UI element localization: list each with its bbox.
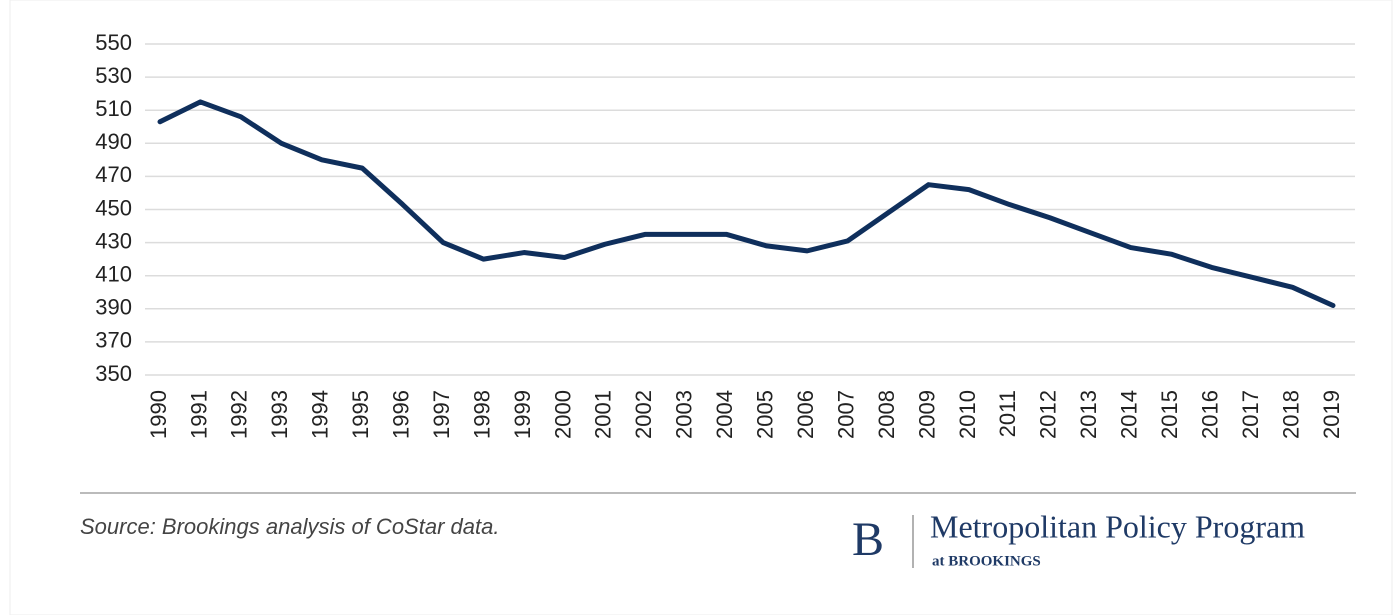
x-tick-label: 2000 <box>550 390 575 439</box>
x-tick-label: 2005 <box>753 390 778 439</box>
x-tick-label: 2006 <box>793 390 818 439</box>
x-tick-label: 1990 <box>146 390 171 439</box>
x-tick-label: 2013 <box>1076 390 1101 439</box>
x-tick-label: 1996 <box>389 390 414 439</box>
x-tick-label: 2011 <box>995 390 1020 437</box>
x-tick-label: 2019 <box>1319 390 1344 439</box>
x-tick-label: 2004 <box>712 390 737 439</box>
x-tick-label: 2009 <box>914 390 939 439</box>
y-tick-label: 350 <box>95 361 132 386</box>
y-tick-label: 370 <box>95 328 132 353</box>
logo-name: Metropolitan Policy Program <box>930 508 1305 544</box>
x-tick-label: 2012 <box>1036 390 1061 439</box>
y-tick-label: 410 <box>95 262 132 287</box>
x-tick-label: 2017 <box>1238 390 1263 439</box>
logo-sub: at BROOKINGS <box>932 553 1041 569</box>
x-tick-label: 2003 <box>672 390 697 439</box>
y-tick-label: 530 <box>95 63 132 88</box>
y-tick-label: 450 <box>95 195 132 220</box>
y-tick-label: 470 <box>95 162 132 187</box>
x-tick-label: 1993 <box>267 390 292 439</box>
y-tick-label: 550 <box>95 30 132 55</box>
source: Source: Brookings analysis of CoStar dat… <box>80 514 499 539</box>
x-tick-label: 2015 <box>1157 390 1182 439</box>
logo-mark: B <box>852 513 884 566</box>
x-tick-label: 2018 <box>1278 390 1303 439</box>
x-tick-label: 2016 <box>1197 390 1222 439</box>
x-tick-label: 2007 <box>833 390 858 439</box>
y-tick-label: 510 <box>95 96 132 121</box>
x-tick-label: 1992 <box>227 390 252 439</box>
x-tick-label: 1991 <box>186 390 211 439</box>
x-tick-label: 1994 <box>308 390 333 439</box>
x-tick-label: 1995 <box>348 390 373 439</box>
x-tick-label: 2002 <box>631 390 656 439</box>
x-tick-label: 2001 <box>591 390 616 439</box>
x-tick-label: 1998 <box>469 390 494 439</box>
x-tick-label: 2008 <box>874 390 899 439</box>
x-tick-label: 1999 <box>510 390 535 439</box>
x-tick-label: 2010 <box>955 390 980 439</box>
x-tick-label: 2014 <box>1117 390 1142 439</box>
line <box>157 99 1336 308</box>
x-tick-label: 1997 <box>429 390 454 439</box>
y-tick-label: 430 <box>95 228 132 253</box>
y-tick-label: 490 <box>95 129 132 154</box>
frame <box>9 0 1393 615</box>
y-tick-label: 390 <box>95 295 132 320</box>
